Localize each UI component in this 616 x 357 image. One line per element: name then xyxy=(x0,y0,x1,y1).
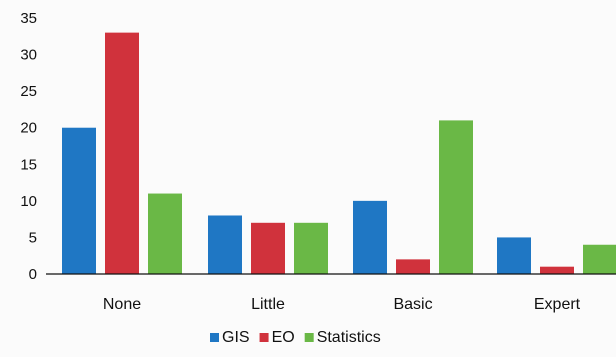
bar-gis-little xyxy=(208,215,242,274)
y-tick-label-20: 20 xyxy=(20,120,37,137)
legend: GIS EO Statistics xyxy=(210,329,381,346)
legend-label-gis: GIS xyxy=(222,329,250,346)
category-label-expert: Expert xyxy=(534,296,581,313)
y-tick-label-25: 25 xyxy=(20,83,37,100)
bar-eo-expert xyxy=(540,266,574,274)
y-tick-label-35: 35 xyxy=(20,10,37,27)
category-label-none: None xyxy=(103,296,141,313)
legend-swatch-gis xyxy=(210,333,219,342)
bars xyxy=(62,32,616,275)
bar-eo-little xyxy=(251,222,285,274)
bar-eo-basic xyxy=(396,259,430,274)
legend-swatch-statistics xyxy=(304,333,314,342)
bar-statistics-little xyxy=(294,222,328,274)
y-axis-ticks: 0 5 10 15 20 25 30 35 xyxy=(20,10,37,283)
legend-label-statistics: Statistics xyxy=(317,329,381,346)
legend-label-eo: EO xyxy=(272,329,295,346)
bar-gis-none xyxy=(62,127,96,274)
bar-statistics-expert xyxy=(583,244,616,274)
category-labels: None Little Basic Expert xyxy=(103,296,581,313)
category-label-little: Little xyxy=(251,296,285,313)
y-tick-label-30: 30 xyxy=(20,47,37,64)
bar-eo-none xyxy=(105,32,139,274)
bar-statistics-basic xyxy=(439,120,473,275)
category-label-basic: Basic xyxy=(393,296,432,313)
bar-statistics-none xyxy=(148,193,182,274)
y-tick-label-0: 0 xyxy=(29,266,37,283)
bar-gis-basic xyxy=(353,200,387,274)
legend-swatch-eo xyxy=(259,333,269,342)
y-tick-label-5: 5 xyxy=(29,229,37,246)
y-tick-label-10: 10 xyxy=(20,193,37,210)
y-tick-label-15: 15 xyxy=(20,156,37,173)
bar-gis-expert xyxy=(497,237,531,274)
